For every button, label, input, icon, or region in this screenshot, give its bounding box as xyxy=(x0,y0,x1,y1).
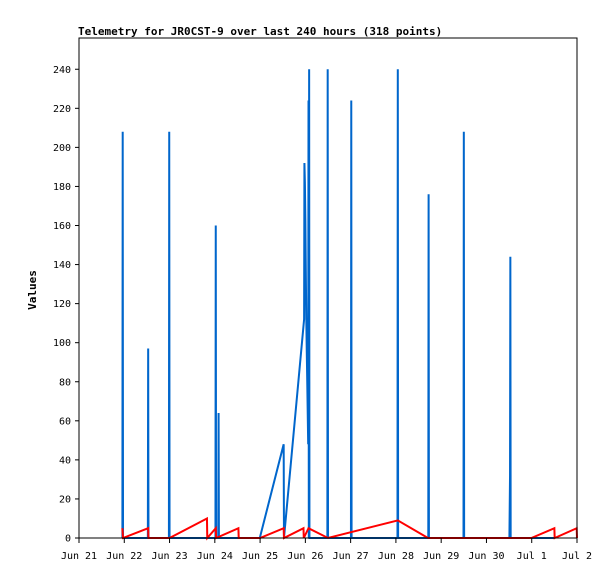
x-tick-label: Jun 27 xyxy=(333,551,369,562)
y-axis-label: Values xyxy=(26,270,39,310)
x-tick-label: Jun 22 xyxy=(106,551,142,562)
y-axis: 0 20 40 60 80 100 120 140 160 180 200 220 240 xyxy=(53,65,79,545)
y-tick-label: 160 xyxy=(53,221,71,232)
y-tick-label: 80 xyxy=(59,377,71,388)
chart-title: Telemetry for JR0CST-9 over last 240 hou… xyxy=(78,25,442,38)
x-tick-label: Jun 24 xyxy=(197,551,233,562)
x-tick-label: Jun 26 xyxy=(287,551,323,562)
y-tick-label: 200 xyxy=(53,143,71,154)
y-tick-label: 20 xyxy=(59,494,71,505)
x-tick-label: Jun 21 xyxy=(61,551,97,562)
x-tick-label: Jun 23 xyxy=(151,551,187,562)
y-tick-label: 40 xyxy=(59,455,71,466)
y-tick-label: 180 xyxy=(53,182,71,193)
y-tick-label: 240 xyxy=(53,65,71,76)
y-tick-label: 60 xyxy=(59,416,71,427)
x-tick-label: Jun 28 xyxy=(378,551,414,562)
y-tick-label: 140 xyxy=(53,260,71,271)
plot-frame xyxy=(78,37,578,539)
x-tick-label: Jun 30 xyxy=(468,551,504,562)
x-tick-label: Jul 2 xyxy=(562,551,592,562)
x-tick-label: Jun 25 xyxy=(242,551,278,562)
y-tick-label: 120 xyxy=(53,299,71,310)
y-tick-label: 100 xyxy=(53,338,71,349)
x-axis: Jun 21 Jun 22 Jun 23 Jun 24 Jun 25 Jun 26 Jun … xyxy=(61,538,592,562)
y-tick-label: 0 xyxy=(65,534,71,545)
x-tick-label: Jun 29 xyxy=(423,551,459,562)
y-tick-label: 220 xyxy=(53,104,71,115)
x-tick-label: Jul 1 xyxy=(517,551,547,562)
